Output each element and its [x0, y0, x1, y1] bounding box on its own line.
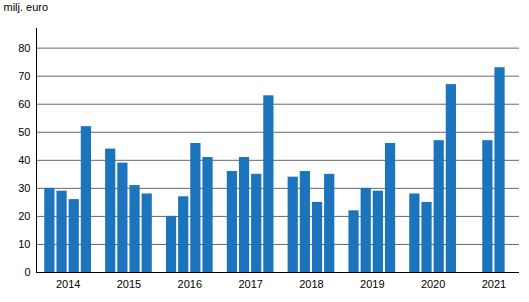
- svg-text:2018: 2018: [299, 278, 323, 290]
- svg-text:40: 40: [18, 154, 30, 166]
- svg-text:2020: 2020: [421, 278, 445, 290]
- svg-text:2016: 2016: [178, 278, 202, 290]
- svg-text:70: 70: [18, 70, 30, 82]
- svg-text:0: 0: [24, 266, 30, 278]
- svg-text:30: 30: [18, 182, 30, 194]
- svg-text:60: 60: [18, 98, 30, 110]
- svg-text:20: 20: [18, 210, 30, 222]
- svg-text:2014: 2014: [56, 278, 80, 290]
- svg-text:80: 80: [18, 42, 30, 54]
- svg-text:2015: 2015: [117, 278, 141, 290]
- svg-text:50: 50: [18, 126, 30, 138]
- svg-text:2021: 2021: [482, 278, 506, 290]
- svg-text:2019: 2019: [360, 278, 384, 290]
- svg-text:2017: 2017: [238, 278, 262, 290]
- svg-text:10: 10: [18, 238, 30, 250]
- svg-text:milj. euro: milj. euro: [4, 1, 49, 13]
